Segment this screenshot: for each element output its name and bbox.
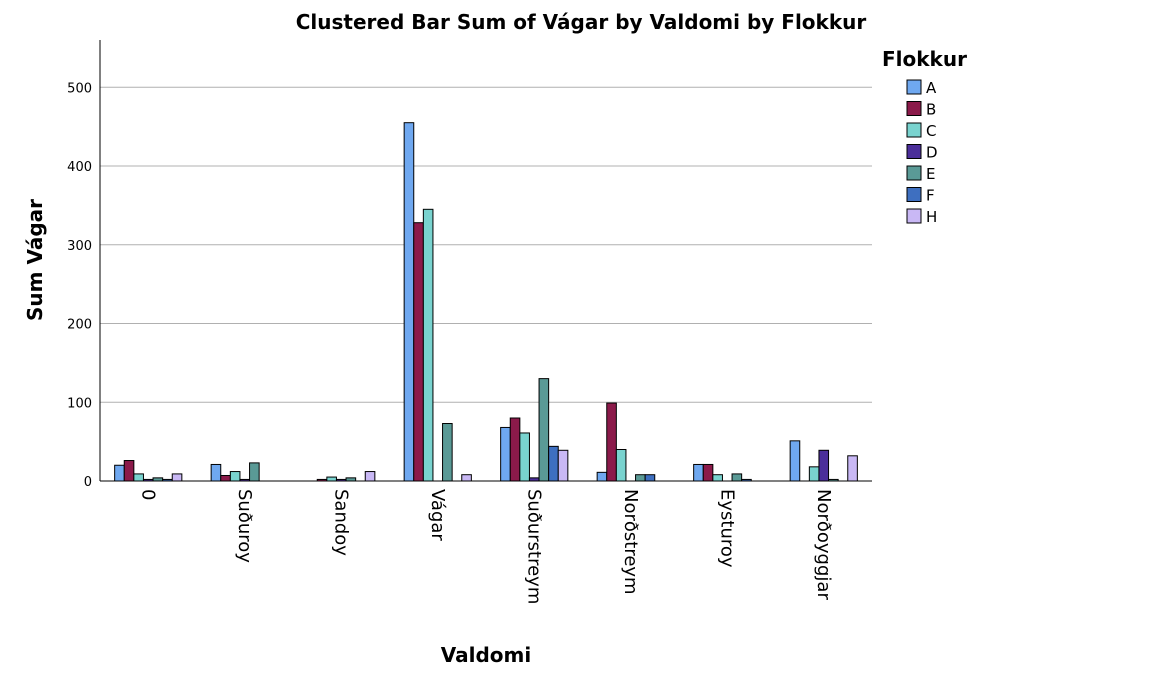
bar-E-1	[249, 462, 260, 482]
legend-label-C: C	[926, 122, 936, 140]
bar-A-1	[210, 463, 222, 482]
legend-label-F: F	[926, 187, 935, 205]
legend-label-B: B	[926, 101, 936, 119]
bars	[114, 122, 858, 482]
bar-F-4	[548, 445, 559, 482]
legend-label-H: H	[926, 208, 937, 226]
bar-B-3	[413, 222, 424, 482]
bar-D-7	[818, 449, 830, 482]
legend-label-E: E	[926, 165, 935, 183]
x-category-labels: 0 Suðuroy Sandoy Vágar Suðurstreym Norðstreym…	[137, 489, 834, 604]
x-category-label: Norðstreym	[620, 489, 641, 595]
x-category-label: 0	[137, 489, 158, 500]
legend-swatch-H	[906, 208, 922, 224]
x-category-label: Sandoy	[330, 489, 351, 556]
bar-C-1	[229, 471, 241, 482]
bar-C-7	[808, 466, 820, 482]
legend-swatch-E	[906, 165, 922, 181]
y-axis-title: Sum Vágar	[23, 199, 47, 321]
bar-C-6	[712, 474, 723, 482]
bar-E-4	[538, 378, 550, 482]
y-tick-label: 300	[67, 239, 92, 254]
bar-B-1	[220, 474, 231, 482]
legend-swatch-B	[906, 101, 922, 116]
legend-swatch-A	[906, 79, 922, 95]
bar-E-3	[442, 423, 453, 482]
y-tick-label: 0	[84, 475, 92, 490]
legend-title: Flokkur	[882, 47, 967, 71]
bar-E-5	[635, 474, 646, 482]
legend-label-A: A	[926, 79, 937, 97]
bar-A-7	[789, 440, 801, 482]
y-tick-labels: 0 100 200 300 400 500	[67, 81, 92, 490]
legend-swatch-D	[906, 144, 922, 159]
bar-A-6	[693, 463, 704, 482]
y-tick-label: 200	[67, 318, 92, 333]
bar-A-4	[500, 426, 511, 482]
chart-title: Clustered Bar Sum of Vágar by Valdomi by…	[296, 10, 867, 34]
legend-swatch-C	[906, 122, 922, 138]
y-tick-label: 100	[67, 396, 92, 411]
bar-F-5	[644, 474, 656, 482]
bar-B-6	[702, 463, 714, 482]
x-category-label: Suðurstreym	[523, 489, 544, 604]
bar-A-0	[114, 464, 125, 482]
bar-H-3	[461, 474, 472, 482]
bar-C-4	[519, 432, 530, 482]
legend-swatch-F	[906, 187, 922, 202]
bar-C-5	[615, 449, 627, 482]
bar-B-0	[123, 460, 135, 482]
x-axis-title: Valdomi	[441, 643, 532, 667]
bar-H-2	[364, 471, 376, 482]
bar-C-2	[326, 476, 337, 482]
bar-H-4	[557, 449, 569, 482]
x-category-label: Suðuroy	[234, 489, 255, 563]
y-tick-label: 400	[67, 160, 92, 175]
bar-E-6	[731, 473, 743, 482]
bar-A-5	[596, 471, 608, 482]
axes	[99, 40, 872, 482]
bar-C-3	[422, 208, 434, 482]
x-category-label: Eysturoy	[716, 489, 737, 568]
bar-C-0	[133, 473, 144, 482]
bar-B-5	[606, 402, 617, 482]
x-category-label: Norðoyggjar	[813, 489, 834, 600]
legend-label-D: D	[926, 144, 938, 162]
bar-B-4	[509, 417, 521, 482]
y-tick-label: 500	[67, 81, 92, 96]
bar-A-3	[403, 122, 415, 482]
bar-H-7	[847, 455, 858, 482]
x-category-label: Vágar	[427, 489, 448, 541]
bar-H-0	[171, 473, 183, 482]
gridlines	[100, 86, 872, 403]
